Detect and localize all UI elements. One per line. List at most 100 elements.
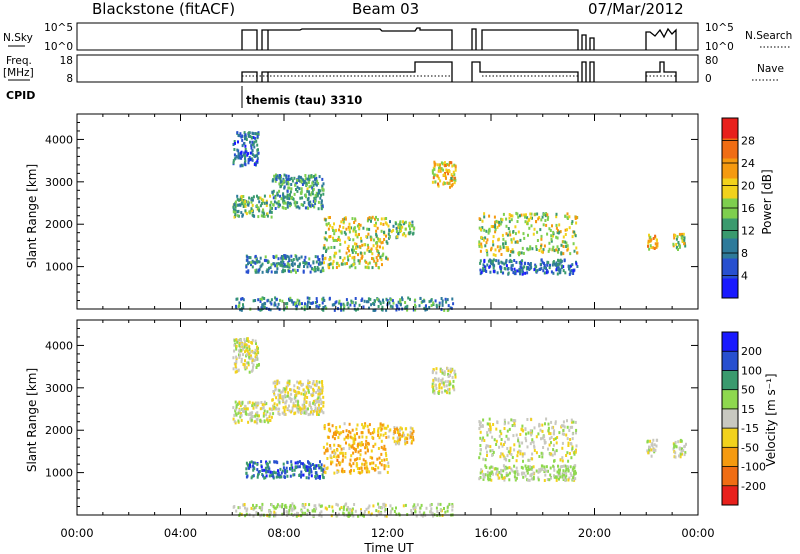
echo-cell <box>262 414 265 418</box>
echo-cell <box>573 464 576 468</box>
echo-cell <box>569 442 572 445</box>
echo-cell <box>348 462 351 466</box>
echo-cell <box>480 242 483 246</box>
echo-cell <box>683 242 686 246</box>
echo-cell <box>375 229 378 233</box>
echo-cell <box>273 262 275 266</box>
echo-cell <box>445 176 447 180</box>
echo-cell <box>381 506 383 510</box>
echo-cell <box>540 258 543 262</box>
echo-cell <box>325 507 328 511</box>
echo-cell <box>570 456 573 460</box>
echo-cell <box>344 240 347 244</box>
echo-cell <box>539 246 542 250</box>
echo-cell <box>303 409 306 413</box>
echo-cell <box>521 471 523 475</box>
echo-cell <box>327 216 330 220</box>
echo-cell <box>243 151 246 155</box>
echo-cell <box>647 451 650 455</box>
echo-cell <box>565 241 568 245</box>
echo-cell <box>248 196 251 200</box>
echo-cell <box>488 417 491 421</box>
echo-cell <box>516 450 519 454</box>
echo-cell <box>259 407 262 411</box>
echo-cell <box>307 413 310 417</box>
echo-cell <box>451 508 454 512</box>
echo-cell <box>683 238 686 242</box>
echo-cell <box>513 424 516 428</box>
echo-cell <box>279 179 282 183</box>
nsearch-label: N.Search <box>745 30 792 42</box>
colorbar-segment <box>722 258 738 279</box>
echo-cell <box>449 367 452 371</box>
echo-cell <box>655 245 658 249</box>
echo-cell <box>506 454 509 458</box>
echo-cell <box>492 472 494 476</box>
colorbar-segment <box>722 389 738 410</box>
echo-cell <box>321 391 324 395</box>
echo-cell <box>268 266 270 270</box>
echo-cell <box>383 238 386 241</box>
echo-cell <box>485 270 488 273</box>
echo-cell <box>233 203 236 207</box>
echo-cell <box>510 264 513 268</box>
echo-cell <box>262 208 265 212</box>
echo-cell <box>682 232 685 236</box>
echo-cell <box>543 435 546 439</box>
echo-cell <box>324 506 327 510</box>
echo-cell <box>278 389 281 393</box>
echo-cell <box>366 424 369 428</box>
echo-cell <box>511 267 513 271</box>
echo-cell <box>555 248 558 252</box>
echo-cell <box>572 269 575 273</box>
echo-cell <box>562 428 565 432</box>
echo-cell <box>503 266 506 270</box>
echo-cell <box>240 135 243 139</box>
echo-cell <box>240 401 243 405</box>
echo-cell <box>560 251 563 255</box>
echo-cell <box>487 478 490 482</box>
echo-cell <box>294 465 297 469</box>
echo-cell <box>404 442 407 446</box>
echo-cell <box>555 212 558 216</box>
echo-cell <box>505 264 508 268</box>
echo-cell <box>540 250 543 254</box>
echo-cell <box>649 239 652 243</box>
echo-cell <box>291 502 294 506</box>
echo-cell <box>410 224 413 227</box>
echo-cell <box>479 436 482 440</box>
echo-cell <box>576 251 579 255</box>
echo-cell <box>251 143 254 147</box>
echo-cell <box>319 389 322 393</box>
echo-cell <box>282 397 285 401</box>
echo-cell <box>337 238 340 242</box>
echo-cell <box>235 304 237 308</box>
echo-cell <box>383 505 386 509</box>
echo-cell <box>303 404 306 408</box>
echo-cell <box>233 339 236 343</box>
echo-cell <box>392 228 395 232</box>
echo-cell <box>279 263 282 267</box>
echo-cell <box>547 426 550 430</box>
echo-cell <box>574 477 577 481</box>
echo-cell <box>338 463 341 467</box>
echo-cell <box>254 461 257 465</box>
echo-cell <box>315 260 318 264</box>
nsky-tick-top-left: 10^5 <box>44 22 73 34</box>
echo-cell <box>342 447 345 451</box>
freq-trace <box>241 61 677 82</box>
echo-cell <box>240 412 242 416</box>
echo-cell <box>241 214 244 218</box>
echo-cell <box>311 392 314 396</box>
echo-cell <box>397 442 400 446</box>
echo-cell <box>654 448 657 452</box>
echo-cell <box>396 427 398 431</box>
echo-cell <box>500 475 503 479</box>
echo-cell <box>237 305 240 308</box>
echo-cell <box>431 370 434 373</box>
echo-cell <box>564 214 567 218</box>
echo-cell <box>290 512 293 516</box>
echo-cell <box>324 305 327 309</box>
echo-cell <box>453 388 456 392</box>
echo-cell <box>568 215 571 219</box>
